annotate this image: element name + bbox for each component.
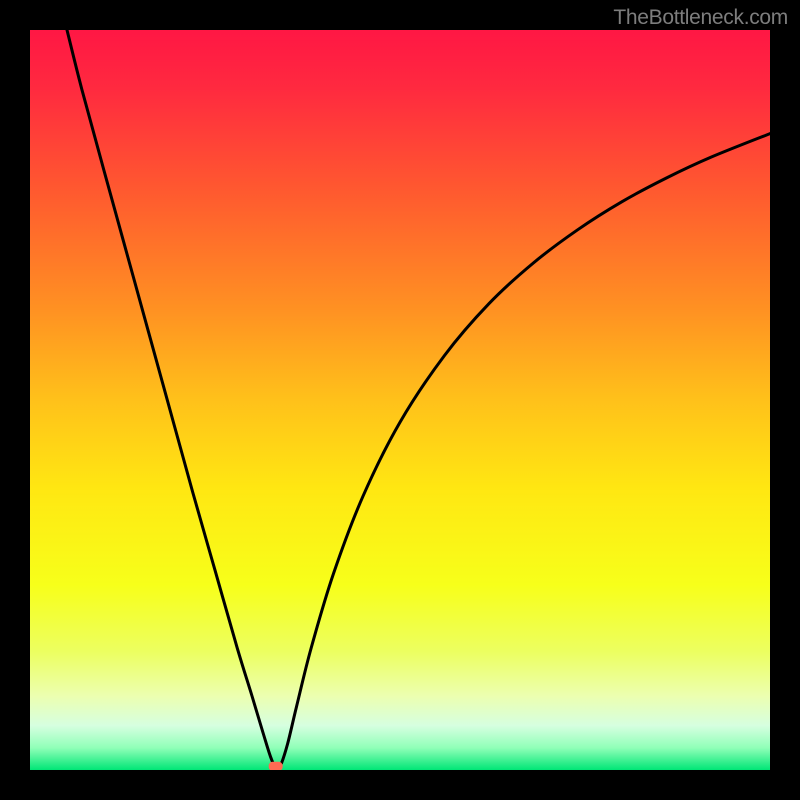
watermark-text: TheBottleneck.com bbox=[613, 6, 788, 30]
minimum-marker bbox=[269, 762, 283, 770]
bottleneck-curve-chart bbox=[30, 30, 770, 770]
chart-background bbox=[30, 30, 770, 770]
chart-area bbox=[30, 30, 770, 770]
